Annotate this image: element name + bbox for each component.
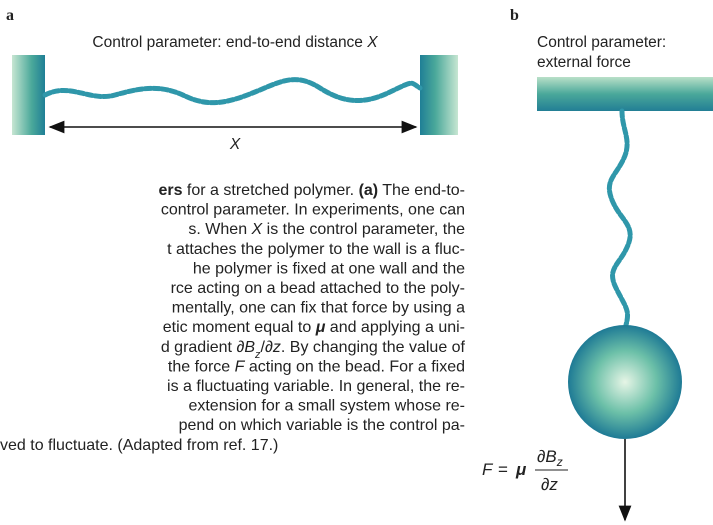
text-run: . By changing the value of	[281, 339, 466, 356]
text-run: for a stretched polymer.	[182, 182, 358, 199]
text-run: acting on the bead. For a fixed	[244, 358, 465, 375]
text-run: t attaches the polymer to the wall is a …	[167, 241, 465, 258]
caption: ers for a stretched polymer. (a) The end…	[0, 182, 466, 454]
eq-denominator: ∂z	[541, 475, 558, 494]
polymer	[609, 111, 630, 325]
panel-title: Control parameter:	[537, 34, 666, 51]
distance-label: X	[229, 136, 241, 153]
caption-line: the force F acting on the bead. For a fi…	[168, 358, 465, 375]
text-run: B	[244, 339, 255, 356]
text-run: is a fluctuating variable. In general, t…	[167, 378, 465, 395]
eq-num-sub: z	[556, 455, 563, 469]
eq-numerator: ∂Bz	[537, 447, 563, 469]
caption-line: he polymer is fixed at one wall and the	[193, 260, 465, 277]
eq-num: ∂B	[537, 447, 557, 466]
text-run: s. When	[188, 221, 251, 238]
caption-line: ers for a stretched polymer. (a) The end…	[158, 182, 465, 199]
figure: a Control parameter: end-to-end distance…	[0, 0, 713, 525]
caption-line: t attaches the polymer to the wall is a …	[167, 241, 465, 258]
panel-label: a	[6, 7, 14, 24]
text-run: z	[272, 339, 281, 356]
caption-line: control parameter. In experiments, one c…	[161, 202, 465, 219]
text-run: ers	[158, 182, 182, 199]
text-run: extension for a small system whose re-	[188, 398, 465, 415]
text-run: he polymer is fixed at one wall and the	[193, 260, 465, 277]
text-run: The end-to-	[378, 182, 465, 199]
caption-line: mentally, one can fix that force by usin…	[172, 300, 465, 317]
text-run: /∂	[261, 339, 273, 356]
caption-line: s. When X is the control parameter, the	[188, 221, 465, 238]
caption-line: pend on which variable is the control pa…	[179, 417, 465, 434]
wall	[420, 55, 458, 135]
force-equation: F = μ ∂Bz ∂z	[482, 447, 568, 494]
force-bar	[537, 77, 713, 111]
text-run: ved to fluctuate. (Adapted from ref. 17.…	[0, 437, 278, 454]
bead	[568, 325, 682, 439]
eq-coef: μ	[515, 460, 527, 479]
caption-line: extension for a small system whose re-	[188, 398, 465, 415]
panel-title: external force	[537, 54, 631, 71]
text-run: is the control parameter, the	[262, 221, 465, 238]
text-run: μ	[315, 319, 326, 336]
text-run: (a)	[359, 182, 379, 199]
text-run: rce acting on a bead attached to the pol…	[171, 280, 465, 297]
panel-label: b	[510, 7, 519, 24]
caption-line: is a fluctuating variable. In general, t…	[167, 378, 465, 395]
text-run: and applying a uni-	[325, 319, 465, 336]
text-run: X	[366, 34, 378, 51]
panel-title: Control parameter: end-to-end distance X	[92, 34, 378, 51]
text-run: pend on which variable is the control pa…	[179, 417, 465, 434]
text-run: Control parameter: end-to-end distance	[92, 34, 367, 51]
text-run: d gradient ∂	[161, 339, 245, 356]
text-run: the force	[168, 358, 235, 375]
text-run: etic moment equal to	[163, 319, 316, 336]
text-run: control parameter. In experiments, one c…	[161, 202, 465, 219]
caption-line: etic moment equal to μ and applying a un…	[163, 319, 465, 336]
eq-lhs: F	[482, 460, 494, 479]
caption-line: rce acting on a bead attached to the pol…	[171, 280, 465, 297]
caption-line: ved to fluctuate. (Adapted from ref. 17.…	[0, 437, 278, 454]
polymer	[45, 80, 420, 103]
eq-equals: =	[498, 460, 508, 479]
text-run: mentally, one can fix that force by usin…	[172, 300, 465, 317]
wall	[12, 55, 45, 135]
